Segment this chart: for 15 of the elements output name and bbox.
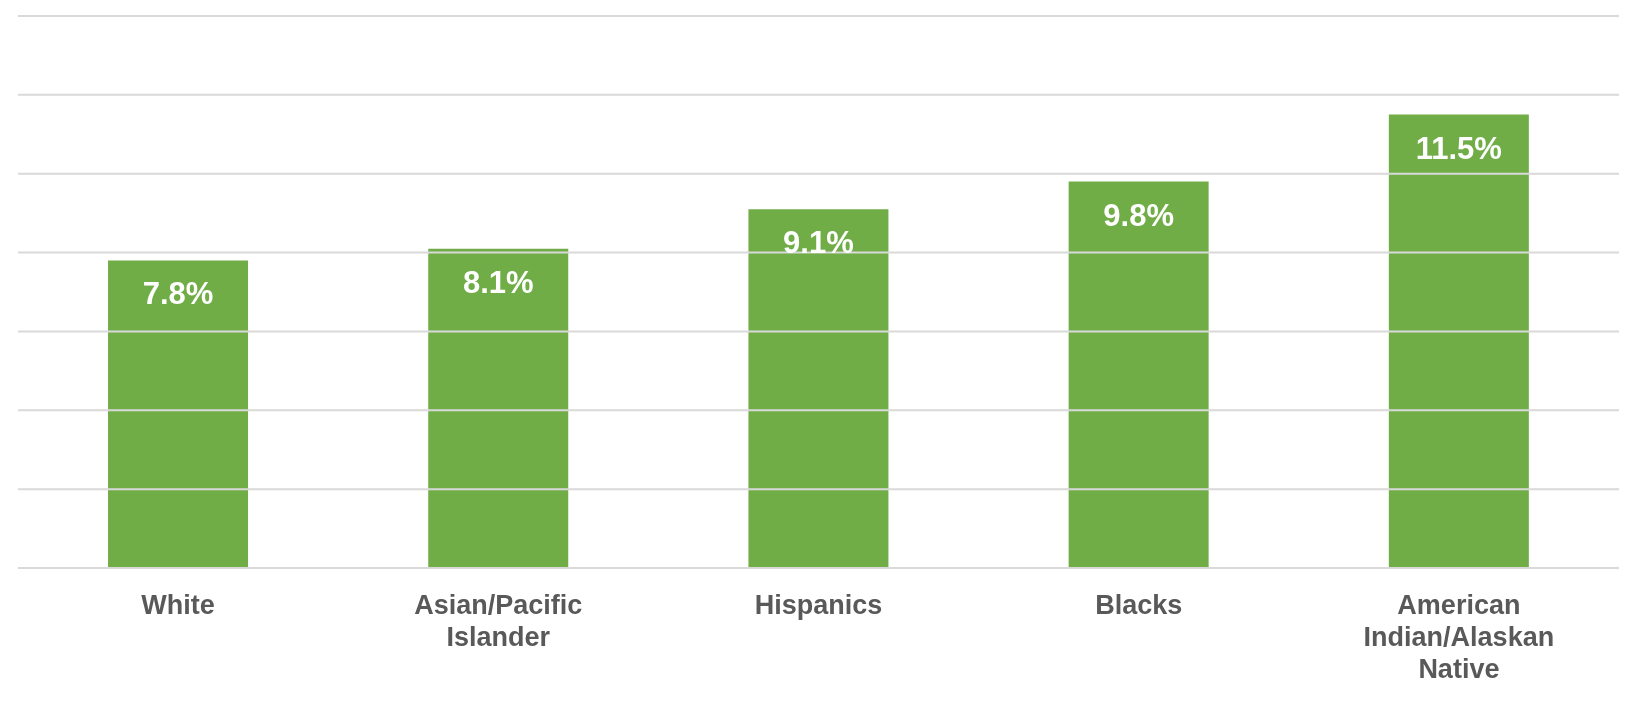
data-label: 8.1% <box>462 264 534 300</box>
data-label: 9.1% <box>783 225 854 261</box>
bar <box>1068 181 1209 568</box>
bar <box>108 260 249 568</box>
x-tick-label: White <box>141 590 215 620</box>
bar <box>428 248 569 568</box>
x-tick-label: Asian/Pacific Islander <box>414 590 583 652</box>
data-label: 9.8% <box>1103 197 1174 233</box>
x-tick-label: American Indian/Alaskan Native <box>1363 590 1555 684</box>
x-tick-label: Blacks <box>1095 590 1183 620</box>
data-label: 7.8% <box>142 276 214 312</box>
data-label: 11.5% <box>1415 130 1502 166</box>
x-tick-label: Hispanics <box>754 590 883 620</box>
bar <box>748 209 889 568</box>
bar <box>1388 114 1529 568</box>
